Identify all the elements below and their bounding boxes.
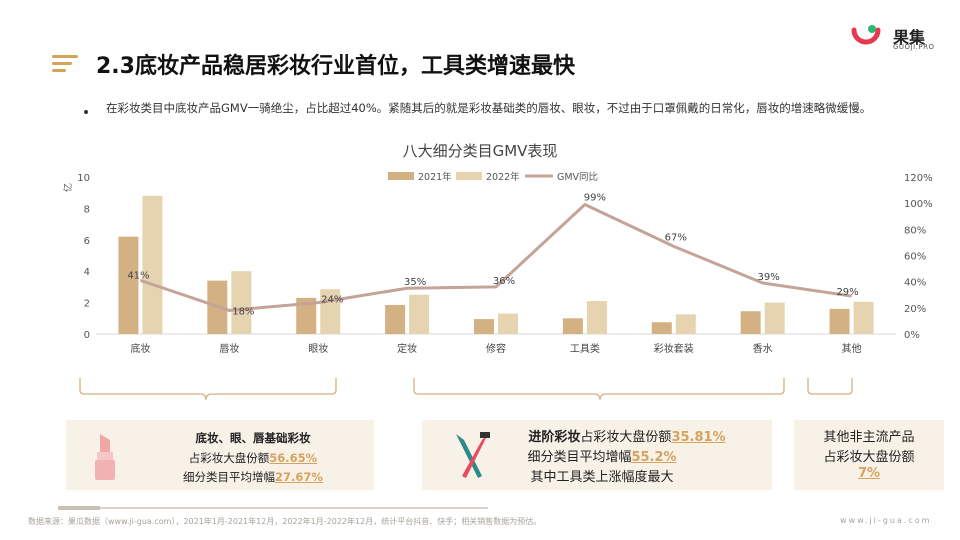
summary-box-advanced: 进阶彩妆占彩妆大盘份额35.81% 细分类目平均增幅55.2% 其中工具类上涨幅… bbox=[422, 420, 772, 490]
bar-2022 bbox=[142, 195, 163, 334]
summary-box-basic: 底妆、眼、唇基础彩妆 占彩妆大盘份额56.65% 细分类目平均增幅27.67% bbox=[66, 420, 374, 490]
chart-title: 八大细分类目GMV表现 bbox=[403, 142, 558, 160]
advanced-share-line: 进阶彩妆占彩妆大盘份额35.81% bbox=[482, 426, 772, 445]
legend-label-2021: 2021年 bbox=[418, 171, 452, 183]
bar-2022 bbox=[853, 301, 874, 334]
bar-2021 bbox=[296, 297, 317, 334]
basic-share-prefix: 占彩妆大盘份额 bbox=[188, 451, 270, 465]
x-tick-label: 定妆 bbox=[397, 342, 417, 355]
bar-2021 bbox=[385, 304, 406, 334]
basic-share-value: 56.65% bbox=[269, 451, 318, 465]
bracket-basic bbox=[79, 378, 337, 401]
x-tick-label: 修容 bbox=[486, 342, 506, 355]
logo-subtext: GUOJI.PRO bbox=[893, 43, 935, 51]
y-right-tick-label: 40% bbox=[904, 278, 926, 289]
advanced-share-value: 35.81% bbox=[671, 430, 726, 445]
footer-source: 数据来源：果瓜数据（www.ji-gua.com），2021年1月-2021年1… bbox=[28, 517, 542, 526]
x-axis: 底妆 唇妆 眼妆 定妆 修容 工具类 彩妆套装 香水 其他 bbox=[130, 342, 861, 355]
footer-accent-bar bbox=[58, 506, 100, 510]
legend-swatch-2021 bbox=[388, 172, 414, 180]
advanced-note: 其中工具类上涨幅度最大 bbox=[530, 470, 674, 485]
x-tick-label: 底妆 bbox=[130, 342, 150, 355]
x-tick-label: 唇妆 bbox=[219, 342, 239, 355]
page-title: 2.3底妆产品稳居彩妆行业首位，工具类增速最快 bbox=[96, 54, 575, 79]
advanced-growth-line: 细分类目平均增幅55.2% bbox=[482, 446, 722, 465]
bar-2022 bbox=[231, 271, 252, 334]
y-right-tick-label: 100% bbox=[904, 199, 933, 210]
yoy-data-label: 36% bbox=[493, 276, 515, 287]
y-left-tick-label: 2 bbox=[84, 299, 90, 310]
y-left-tick-label: 0 bbox=[84, 330, 90, 341]
guoji-logo bbox=[851, 25, 881, 45]
y-left-tick-label: 10 bbox=[77, 173, 90, 184]
bracket-others bbox=[807, 378, 853, 395]
advanced-label: 进阶彩妆 bbox=[528, 430, 581, 445]
advanced-share-prefix: 占彩妆大盘份额 bbox=[580, 430, 672, 445]
yoy-data-label: 18% bbox=[232, 306, 254, 317]
x-tick-label: 其他 bbox=[842, 342, 862, 355]
bars-group bbox=[118, 195, 874, 334]
bullet-text: 在彩妆类目中底妆产品GMV一骑绝尘，占比超过40%。紧随其后的就是彩妆基础类的唇… bbox=[106, 101, 872, 115]
basic-box-title: 底妆、眼、唇基础彩妆 bbox=[195, 431, 311, 445]
y-right-tick-label: 120% bbox=[904, 173, 933, 184]
legend-label-yoy: GMV同比 bbox=[557, 171, 598, 183]
logo-text: 果集 bbox=[893, 28, 926, 47]
yoy-data-label: 35% bbox=[404, 277, 426, 288]
x-tick-label: 工具类 bbox=[570, 342, 600, 355]
footer-url: www.ji-gua.com bbox=[840, 516, 932, 525]
others-line1: 其他非主流产品 bbox=[823, 430, 915, 445]
yoy-data-label: 24% bbox=[321, 295, 343, 306]
bar-2022 bbox=[586, 301, 607, 334]
yoy-data-label: 99% bbox=[584, 192, 606, 203]
advanced-growth-value: 55.2% bbox=[631, 450, 677, 465]
y-left-tick-label: 8 bbox=[84, 204, 90, 215]
lipstick-icon bbox=[95, 434, 115, 480]
bar-2022 bbox=[764, 302, 785, 334]
bar-2021 bbox=[740, 311, 761, 334]
legend-swatch-2022 bbox=[456, 172, 482, 180]
bar-2022 bbox=[675, 314, 696, 334]
summary-box-others: 其他非主流产品 占彩妆大盘份额 7% bbox=[794, 420, 944, 490]
bar-2021 bbox=[118, 236, 139, 334]
advanced-growth-prefix: 细分类目平均增幅 bbox=[527, 450, 632, 465]
legend-label-2022: 2022年 bbox=[486, 171, 520, 183]
chart-legend: 2021年 2022年 GMV同比 bbox=[388, 171, 598, 183]
y-right-tick-label: 80% bbox=[904, 225, 926, 236]
y-axis-right: 0% 20% 40% 60% 80% 100% 120% bbox=[904, 173, 933, 341]
basic-share-line: 占彩妆大盘份额56.65% bbox=[136, 450, 370, 466]
x-tick-label: 香水 bbox=[753, 343, 773, 355]
x-tick-label: 眼妆 bbox=[308, 342, 328, 355]
basic-growth-value: 27.67% bbox=[275, 470, 323, 484]
title-menu-icon bbox=[52, 55, 78, 73]
bar-2021 bbox=[829, 308, 850, 334]
yoy-data-label: 29% bbox=[836, 287, 858, 298]
x-tick-label: 彩妆套装 bbox=[654, 342, 694, 355]
bullet-dot bbox=[84, 110, 88, 114]
bracket-advanced bbox=[413, 378, 785, 401]
others-share-value: 7% bbox=[857, 466, 881, 481]
y-axis-label: 亿 bbox=[62, 183, 74, 192]
yoy-line-group: 41% 18% 24% 35% 36% 99% 67% 39% 29% bbox=[127, 192, 858, 317]
makeup-brush-icon bbox=[456, 432, 490, 478]
y-right-tick-label: 60% bbox=[904, 252, 926, 263]
yoy-data-label: 39% bbox=[758, 272, 780, 283]
yoy-line bbox=[139, 202, 852, 312]
basic-growth-line: 细分类目平均增幅27.67% bbox=[136, 469, 370, 485]
yoy-data-label: 41% bbox=[127, 270, 149, 281]
bar-2022 bbox=[498, 313, 518, 334]
footer-divider bbox=[58, 507, 488, 509]
yoy-data-label: 67% bbox=[665, 232, 687, 243]
y-axis-left: 0 2 4 6 8 10 bbox=[77, 173, 90, 341]
bar-2021 bbox=[474, 319, 494, 334]
gmv-chart: 八大细分类目GMV表现 2021年 2022年 GMV同比 亿 0246810 … bbox=[62, 142, 933, 401]
basic-growth-prefix: 细分类目平均增幅 bbox=[183, 470, 276, 484]
y-left-tick-label: 6 bbox=[84, 236, 90, 247]
bar-2022 bbox=[409, 294, 430, 334]
others-line2: 占彩妆大盘份额 bbox=[823, 450, 915, 465]
y-left-tick-label: 4 bbox=[84, 267, 90, 278]
y-right-tick-label: 0% bbox=[904, 330, 920, 341]
bar-2021 bbox=[651, 322, 672, 334]
bar-2021 bbox=[562, 318, 583, 334]
y-right-tick-label: 20% bbox=[904, 304, 926, 315]
